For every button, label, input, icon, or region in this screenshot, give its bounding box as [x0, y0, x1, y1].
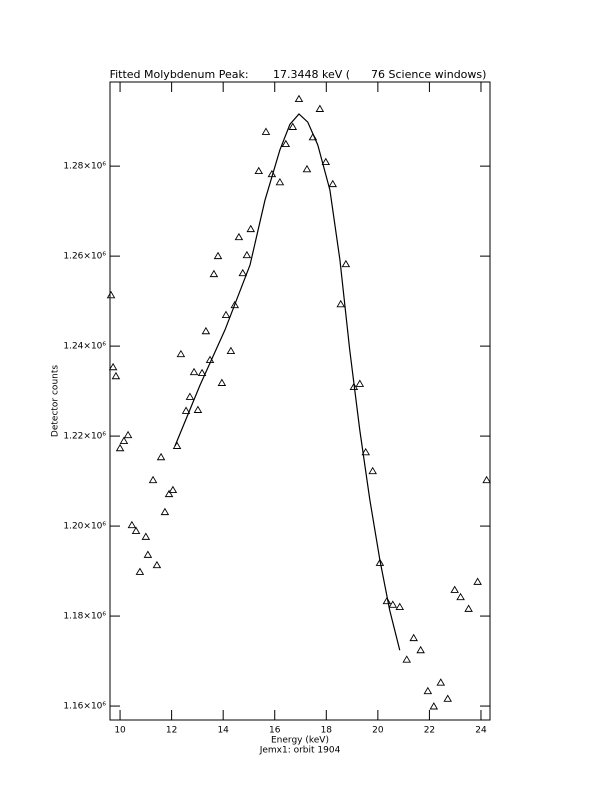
- data-point: [135, 567, 145, 575]
- data-point: [416, 645, 425, 654]
- chart-title: Fitted Molybdenum Peak: 17.3448 keV ( 76…: [110, 68, 487, 81]
- data-point: [152, 560, 162, 569]
- x-tick-label: 20: [372, 726, 384, 736]
- data-point: [349, 382, 359, 391]
- data-point: [111, 371, 121, 380]
- x-tick-label: 18: [321, 726, 333, 736]
- data-point: [185, 392, 195, 400]
- data-point: [189, 367, 199, 376]
- x-tick-label: 12: [166, 726, 177, 736]
- data-point: [246, 224, 256, 233]
- data-point: [395, 602, 405, 611]
- y-tick-label: 1.20×10⁶: [63, 522, 106, 532]
- data-point: [156, 452, 166, 461]
- data-point: [288, 122, 298, 130]
- data-point: [131, 526, 141, 534]
- data-point: [388, 600, 398, 608]
- data-point: [302, 164, 312, 173]
- data-point: [141, 532, 151, 540]
- plot-frame: [109, 81, 491, 721]
- data-point: [473, 577, 482, 585]
- data-point: [127, 520, 137, 529]
- data-point: [176, 349, 186, 358]
- data-point: [119, 436, 129, 444]
- data-point: [197, 368, 207, 377]
- data-point: [230, 300, 240, 309]
- y-tick-label: 1.16×10⁶: [63, 702, 106, 712]
- data-point: [361, 447, 371, 456]
- data-point: [181, 406, 191, 414]
- data-point: [254, 166, 264, 175]
- data-point: [355, 379, 365, 387]
- data-point: [315, 104, 325, 112]
- data-point: [464, 604, 473, 612]
- data-point: [456, 592, 465, 601]
- data-point: [281, 139, 291, 148]
- x-tick-label: 16: [269, 726, 281, 736]
- data-point: [294, 94, 304, 103]
- x-axis-label: Energy (keV): [271, 736, 329, 746]
- x-tick-label: 24: [475, 726, 487, 736]
- data-point: [450, 585, 459, 593]
- data-point: [238, 268, 248, 277]
- data-point: [123, 430, 133, 439]
- subtitle: Jemx1: orbit 1904: [259, 746, 341, 756]
- y-tick-label: 1.26×10⁶: [63, 252, 106, 262]
- data-point: [423, 686, 433, 695]
- data-point: [115, 443, 125, 452]
- y-axis-label: Detector counts: [51, 365, 61, 437]
- y-tick-label: 1.28×10⁶: [63, 162, 106, 172]
- data-point: [226, 346, 236, 355]
- data-point: [261, 127, 271, 135]
- data-point: [168, 485, 178, 494]
- fit-line: [174, 113, 401, 651]
- data-point: [148, 475, 158, 484]
- data-point: [443, 694, 453, 702]
- data-point: [217, 378, 227, 386]
- data-point: [382, 596, 392, 605]
- data-point: [193, 405, 203, 413]
- data-point: [436, 678, 446, 686]
- data-point: [341, 259, 351, 268]
- data-point: [402, 655, 412, 663]
- data-point: [164, 489, 174, 498]
- data-point: [108, 362, 118, 371]
- data-point: [375, 558, 385, 566]
- data-point: [160, 507, 170, 516]
- data-point: [209, 269, 219, 278]
- data-point: [482, 475, 491, 484]
- data-point: [106, 290, 116, 299]
- data-point: [321, 157, 331, 166]
- data-point: [213, 251, 223, 260]
- data-point: [429, 702, 439, 710]
- data-point: [275, 177, 285, 186]
- data-point: [143, 550, 153, 558]
- data-point: [336, 299, 346, 308]
- y-tick-label: 1.24×10⁶: [63, 342, 106, 352]
- data-point: [409, 633, 418, 642]
- y-tick-label: 1.18×10⁶: [63, 612, 106, 622]
- x-tick-label: 22: [424, 726, 435, 736]
- data-point: [328, 179, 338, 188]
- data-point: [201, 326, 211, 335]
- x-tick-label: 10: [114, 726, 126, 736]
- x-tick-label: 14: [217, 726, 229, 736]
- y-tick-label: 1.22×10⁶: [63, 432, 106, 442]
- data-point: [242, 250, 252, 259]
- data-point: [234, 232, 244, 241]
- data-point: [368, 466, 377, 475]
- data-point: [221, 310, 231, 319]
